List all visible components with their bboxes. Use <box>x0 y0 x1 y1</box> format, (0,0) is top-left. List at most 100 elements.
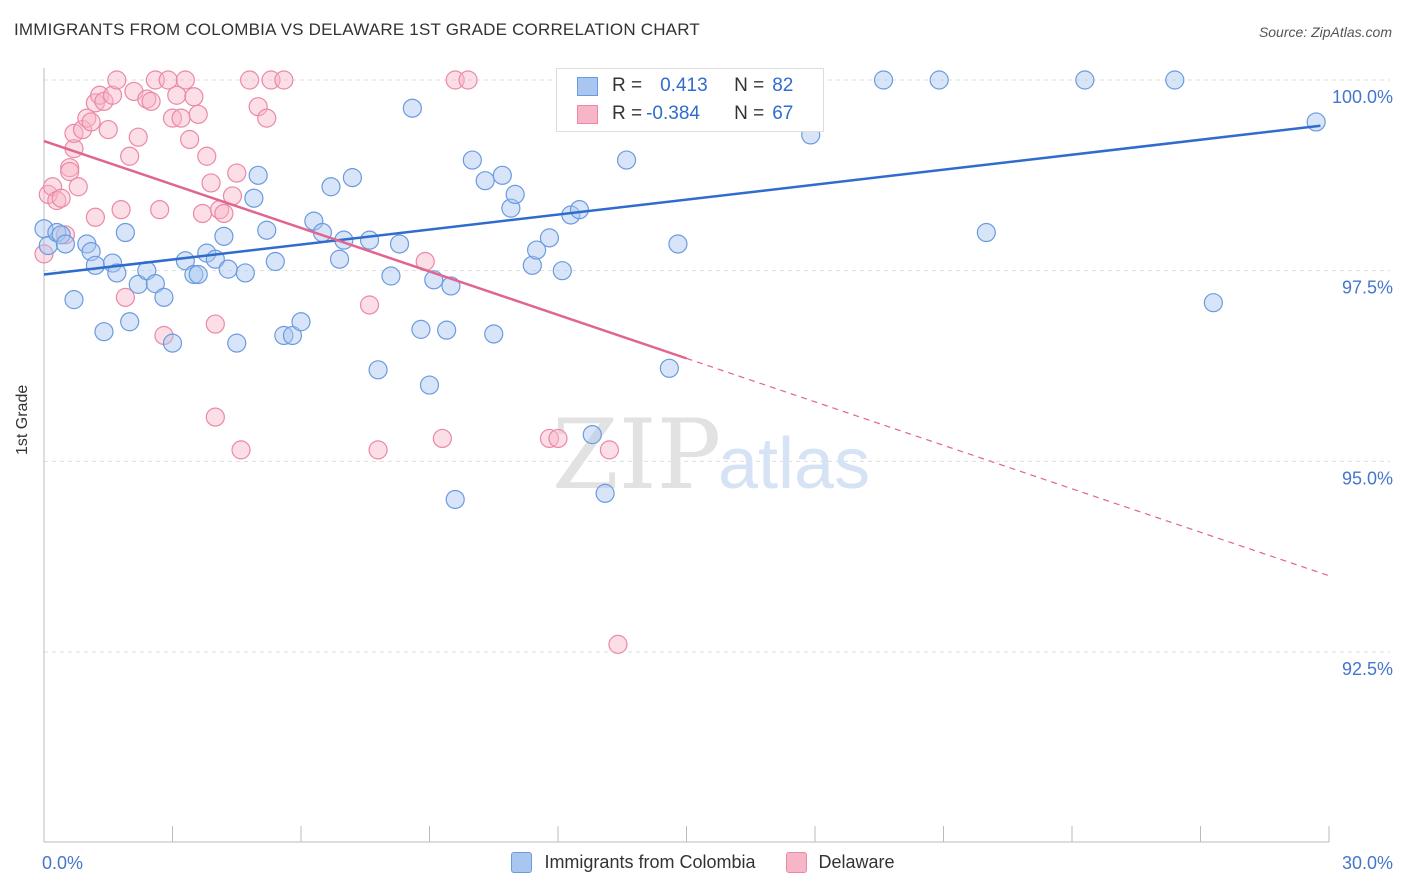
delaware-point <box>205 407 225 427</box>
colombia-point <box>445 489 465 510</box>
delaware-point <box>98 119 118 140</box>
legend-r-label: R = <box>612 103 643 124</box>
y-tick-label: 97.5% <box>1342 278 1393 298</box>
x-tick-label-min: 0.0% <box>42 853 83 873</box>
colombia-point <box>218 259 238 279</box>
x-tick-label-max: 30.0% <box>1342 853 1393 873</box>
delaware-point <box>274 70 294 90</box>
delaware-point <box>68 177 88 197</box>
colombia-point <box>381 266 401 286</box>
delaware-point <box>111 200 131 220</box>
delaware-point <box>184 87 204 107</box>
legend-item-colombia[interactable]: Immigrants from Colombia <box>511 852 756 873</box>
legend-item-delaware[interactable]: Delaware <box>785 852 895 873</box>
colombia-point <box>976 222 996 243</box>
watermark: ZIP atlas <box>552 399 870 511</box>
delaware-point <box>231 440 251 460</box>
colombia-point <box>1203 293 1223 313</box>
delaware-point <box>85 207 106 227</box>
colombia-point <box>64 290 84 310</box>
legend-n-value: 82 <box>772 75 794 96</box>
colombia-point <box>94 322 114 342</box>
y-tick-label: 92.5% <box>1342 659 1393 679</box>
colombia-trend-line <box>43 124 1321 276</box>
delaware-point <box>120 146 140 166</box>
tick-labels: 92.5% 95.0% 97.5% 100.0% 0.0% 30.0% <box>42 87 1393 873</box>
colombia-point <box>342 168 362 188</box>
colombia-point <box>248 165 268 185</box>
delaware-point <box>175 70 195 90</box>
colombia-point <box>659 358 679 378</box>
colombia-point <box>107 263 127 283</box>
delaware-point <box>432 428 452 449</box>
delaware-point <box>128 127 148 147</box>
legend-swatch-pink <box>785 852 807 873</box>
colombia-point <box>321 177 341 197</box>
legend-n-value: 67 <box>772 103 794 124</box>
colombia-point <box>595 483 615 503</box>
delaware-point <box>107 70 127 90</box>
delaware-point <box>158 70 178 90</box>
legend-row-colombia: R = 0.413 N = 82 <box>577 72 793 100</box>
delaware-point <box>240 70 260 90</box>
delaware-point <box>60 161 80 182</box>
colombia-point <box>522 255 542 275</box>
delaware-point <box>141 91 161 111</box>
delaware-point <box>201 173 221 193</box>
delaware-point <box>150 200 170 220</box>
legend-r-value: 0.413 <box>660 75 708 96</box>
colombia-point <box>282 325 303 346</box>
colombia-point <box>329 249 350 269</box>
delaware-point <box>102 85 123 105</box>
colombia-point <box>1075 70 1095 90</box>
legend-label-colombia: Immigrants from Colombia <box>544 852 756 872</box>
delaware-point <box>81 112 101 132</box>
colombia-point <box>411 319 431 339</box>
legend-n-label: N = <box>734 103 765 124</box>
colombia-point <box>291 312 311 332</box>
colombia-point <box>235 263 255 283</box>
delaware-point <box>205 314 225 334</box>
delaware-point <box>188 104 208 124</box>
colombia-point <box>128 274 148 294</box>
colombia-point <box>437 320 457 340</box>
colombia-point <box>505 184 525 204</box>
colombia-point <box>668 234 688 254</box>
colombia-point <box>484 324 504 344</box>
colombia-point <box>552 261 572 281</box>
delaware-point <box>51 188 71 208</box>
colombia-point <box>227 333 247 353</box>
grid-lines <box>44 79 1390 653</box>
colombia-point <box>55 234 76 254</box>
delaware-point <box>458 70 478 90</box>
delaware-point <box>548 428 568 449</box>
stats-legend: R = 0.413 N = 82 R = -0.384 N = 67 <box>556 68 824 132</box>
watermark-atlas: atlas <box>718 424 870 504</box>
colombia-point <box>462 150 482 170</box>
delaware-point <box>180 129 200 150</box>
legend-r-value: -0.384 <box>646 103 700 124</box>
axes <box>43 68 1330 843</box>
delaware-points <box>34 70 628 654</box>
colombia-point <box>257 220 277 240</box>
colombia-point <box>368 360 388 380</box>
colombia-point <box>1165 70 1185 90</box>
colombia-point <box>184 264 204 285</box>
legend-row-delaware: R = -0.384 N = 67 <box>577 100 793 128</box>
delaware-trend-line <box>43 139 687 360</box>
delaware-point <box>359 295 380 315</box>
legend-swatch-blue <box>511 852 533 873</box>
delaware-trend-extension <box>686 357 1330 577</box>
delaware-point <box>599 440 620 460</box>
colombia-point <box>154 287 174 307</box>
colombia-point <box>145 274 165 294</box>
delaware-point <box>192 203 213 224</box>
colombia-point <box>539 228 560 248</box>
colombia-point <box>51 225 71 245</box>
colombia-point <box>526 240 547 260</box>
colombia-point <box>402 98 422 118</box>
colombia-point <box>265 251 285 272</box>
colombia-point <box>492 165 512 185</box>
legend-swatch-pink <box>577 104 598 124</box>
